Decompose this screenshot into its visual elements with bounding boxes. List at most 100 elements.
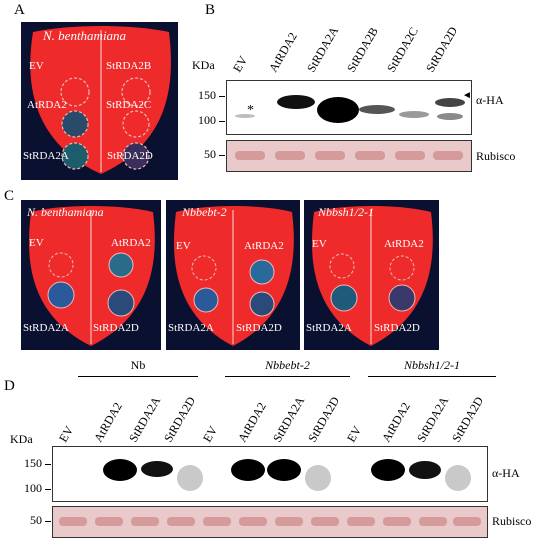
loading-label: Rubisco: [476, 149, 516, 163]
spot-label: AtRDA2: [244, 240, 284, 252]
blot-band: [359, 105, 395, 114]
group-underline: [368, 376, 496, 377]
mw-tick: [45, 464, 51, 465]
leaf-title-a: N. benthamiana: [43, 28, 127, 43]
rubisco-band: [167, 517, 195, 526]
blot-band: [141, 461, 173, 477]
spot-label: AtRDA2: [27, 99, 67, 111]
lane-label: AtRDA2: [91, 399, 125, 445]
spot-label: StRDA2B: [106, 60, 152, 72]
rubisco-band: [453, 517, 481, 526]
leaf-title: Nbbsh1/2-1: [318, 205, 375, 219]
antibody-label: α-HA: [476, 93, 504, 107]
lane-label: StRDA2B: [344, 24, 381, 75]
mw-tick: [219, 96, 225, 97]
leaf-image-c1: N. benthamiana EV AtRDA2 StRDA2A StRDA2D: [21, 200, 161, 350]
lane-label: EV: [230, 53, 251, 75]
group-underline: [225, 376, 350, 377]
rubisco-band: [235, 151, 265, 160]
blot-band: [235, 114, 255, 118]
band-arrow: ◄: [462, 90, 472, 101]
rubisco-band: [239, 517, 267, 526]
rubisco-band: [347, 517, 375, 526]
spot-label: AtRDA2: [111, 237, 151, 249]
mw-tick: [219, 121, 225, 122]
spot-label: StRDA2A: [23, 150, 69, 162]
mw-tick: [219, 155, 225, 156]
mw-tick: [45, 489, 51, 490]
panel-label-c: C: [4, 188, 15, 204]
leaf-title: Nbbebt-2: [182, 205, 227, 219]
kda-label: KDa: [10, 432, 33, 446]
lane-label: AtRDA2: [379, 399, 413, 445]
kda-label: KDa: [192, 58, 215, 72]
leaf-shape-c2: [173, 206, 294, 346]
spot-label: EV: [29, 60, 44, 72]
spot-label: StRDA2C: [106, 99, 152, 111]
blot-band: [371, 459, 405, 481]
mw-marker: 150: [24, 456, 42, 470]
panel-label-d: D: [4, 378, 15, 394]
mw-marker: 50: [204, 147, 216, 161]
spot-label: EV: [29, 237, 44, 249]
spot-label: StRDA2A: [306, 322, 352, 334]
blot-band: [435, 98, 465, 107]
leaf-image-a: N. benthamiana EV StRDA2B AtRDA2 StRDA2C…: [21, 22, 178, 180]
leaf-image-c3: Nbbsh1/2-1 EV AtRDA2 StRDA2A StRDA2D: [304, 200, 439, 350]
group-label: Nbbebt-2: [265, 358, 310, 372]
spot-label: StRDA2D: [374, 322, 420, 334]
blot-band: [103, 459, 137, 481]
blot-band: [277, 95, 315, 109]
western-blot-ha-d: [52, 446, 488, 502]
blot-band: [437, 113, 463, 120]
group-label: Nb: [130, 358, 146, 372]
rubisco-band: [275, 151, 305, 160]
lane-label: AtRDA2: [235, 399, 269, 445]
rubisco-band: [311, 517, 339, 526]
western-blot-ha-b: *: [226, 80, 472, 135]
blot-band: [317, 97, 359, 123]
group-label: Nbbsh1/2-1: [403, 358, 460, 372]
leaf-shape-c1: [28, 206, 155, 346]
lane-label: StRDA2D: [449, 394, 487, 445]
rubisco-band: [131, 517, 159, 526]
blot-band: [177, 465, 203, 491]
leaf-image-c2: Nbbebt-2 EV AtRDA2 StRDA2A StRDA2D: [166, 200, 300, 350]
spot-label: AtRDA2: [384, 238, 424, 250]
lane-label: StRDA2A: [304, 24, 342, 75]
group-underline: [78, 376, 198, 377]
mw-marker: 100: [198, 113, 216, 127]
mw-marker: 50: [30, 513, 42, 527]
rubisco-band: [59, 517, 87, 526]
lane-label: AtRDA2: [266, 29, 300, 75]
lane-label: StRDA2D: [423, 24, 461, 75]
panel-label-a: A: [14, 2, 25, 18]
lane-label: StRDA2A: [126, 394, 164, 445]
spot-label: StRDA2D: [236, 322, 282, 334]
rubisco-band: [433, 151, 463, 160]
spot-label: EV: [312, 238, 327, 250]
rubisco-band: [315, 151, 345, 160]
panel-label-b: B: [205, 2, 216, 18]
rubisco-band: [355, 151, 385, 160]
rubisco-blot-b: [226, 140, 472, 172]
mw-marker: 150: [198, 88, 216, 102]
lane-label: StRDA2D: [161, 394, 199, 445]
blot-band: [445, 465, 471, 491]
mw-marker: 100: [24, 481, 42, 495]
leaf-title: N. benthamiana: [27, 205, 104, 219]
leaf-shape-a: [30, 26, 171, 174]
spot-label: StRDA2D: [93, 322, 139, 334]
lane-label: StRDA2D: [305, 394, 343, 445]
rubisco-band: [275, 517, 303, 526]
blot-band: [409, 461, 441, 479]
antibody-label: α-HA: [492, 466, 520, 480]
rubisco-band: [383, 517, 411, 526]
lane-label: StRDA2A: [414, 394, 452, 445]
mw-tick: [45, 521, 51, 522]
blot-band: [267, 459, 301, 481]
rubisco-band: [395, 151, 425, 160]
spot-label: StRDA2A: [23, 322, 69, 334]
lane-label: EV: [344, 423, 365, 445]
nonspecific-asterisk: *: [247, 103, 254, 118]
